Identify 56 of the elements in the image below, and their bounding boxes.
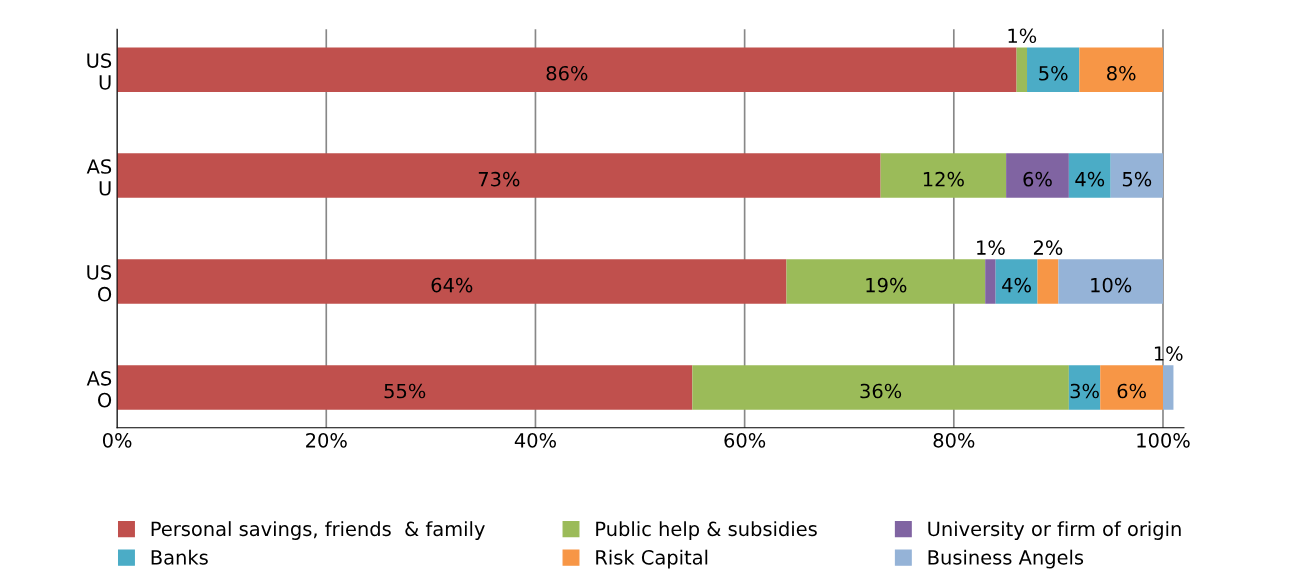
bar — [117, 47, 1017, 92]
data-label: 64% — [431, 277, 473, 293]
bar — [880, 153, 1007, 198]
bar — [786, 259, 986, 304]
data-label: 55% — [384, 383, 426, 399]
data-label: 5% — [1039, 65, 1068, 81]
legend-label: Personal savings, friends & family — [151, 521, 485, 540]
data-label: 6% — [1023, 171, 1052, 187]
legend-label: Public help & subsidies — [596, 521, 817, 540]
data-label: 36% — [860, 383, 902, 399]
bar — [1016, 47, 1028, 92]
bar — [1068, 153, 1111, 198]
bar — [1110, 153, 1163, 198]
data-label: 2% — [1033, 240, 1063, 255]
x-tick-label: 100% — [1137, 432, 1190, 448]
data-label: 73% — [478, 171, 520, 187]
bar — [1068, 365, 1101, 410]
data-label: 8% — [1107, 65, 1136, 81]
x-tick-label: 20% — [306, 432, 347, 448]
data-label: 4% — [1002, 277, 1031, 293]
bar — [1006, 153, 1069, 198]
data-label: 10% — [1091, 277, 1132, 293]
bar — [1037, 259, 1059, 304]
data-label: 3% — [1070, 383, 1099, 399]
bar — [1162, 365, 1174, 410]
legend-label: Business Angels — [928, 549, 1084, 569]
y-tick-label: US O — [87, 265, 112, 302]
data-label: 5% — [1122, 171, 1152, 187]
data-label: 4% — [1075, 171, 1105, 187]
bar — [985, 259, 996, 304]
data-label: 86% — [546, 65, 588, 81]
legend-label: Risk Capital — [596, 549, 708, 569]
y-tick-label: US U — [87, 53, 112, 90]
x-tick-label: 60% — [724, 432, 766, 448]
x-tick-label: 80% — [933, 432, 975, 448]
data-label: 6% — [1117, 383, 1146, 399]
bar — [117, 259, 787, 304]
data-label: 19% — [866, 277, 907, 293]
x-tick-label: 0% — [102, 432, 132, 448]
data-label: 12% — [923, 171, 964, 187]
bar — [1058, 259, 1163, 304]
y-tick-label: AS U — [86, 159, 112, 196]
bar — [995, 259, 1038, 304]
data-label: 1% — [977, 240, 1005, 255]
bar — [1100, 365, 1163, 410]
bar — [1079, 47, 1163, 92]
legend-label: University or firm of origin — [928, 521, 1181, 540]
bar — [117, 153, 881, 198]
y-tick-label: AS O — [86, 370, 112, 408]
data-label: 1% — [1008, 28, 1037, 44]
x-tick-label: 40% — [514, 432, 556, 448]
data-label: 1% — [1154, 346, 1183, 361]
bar — [117, 365, 693, 410]
bar — [1027, 47, 1080, 92]
legend-label: Banks — [151, 549, 208, 565]
bar — [692, 365, 1069, 410]
